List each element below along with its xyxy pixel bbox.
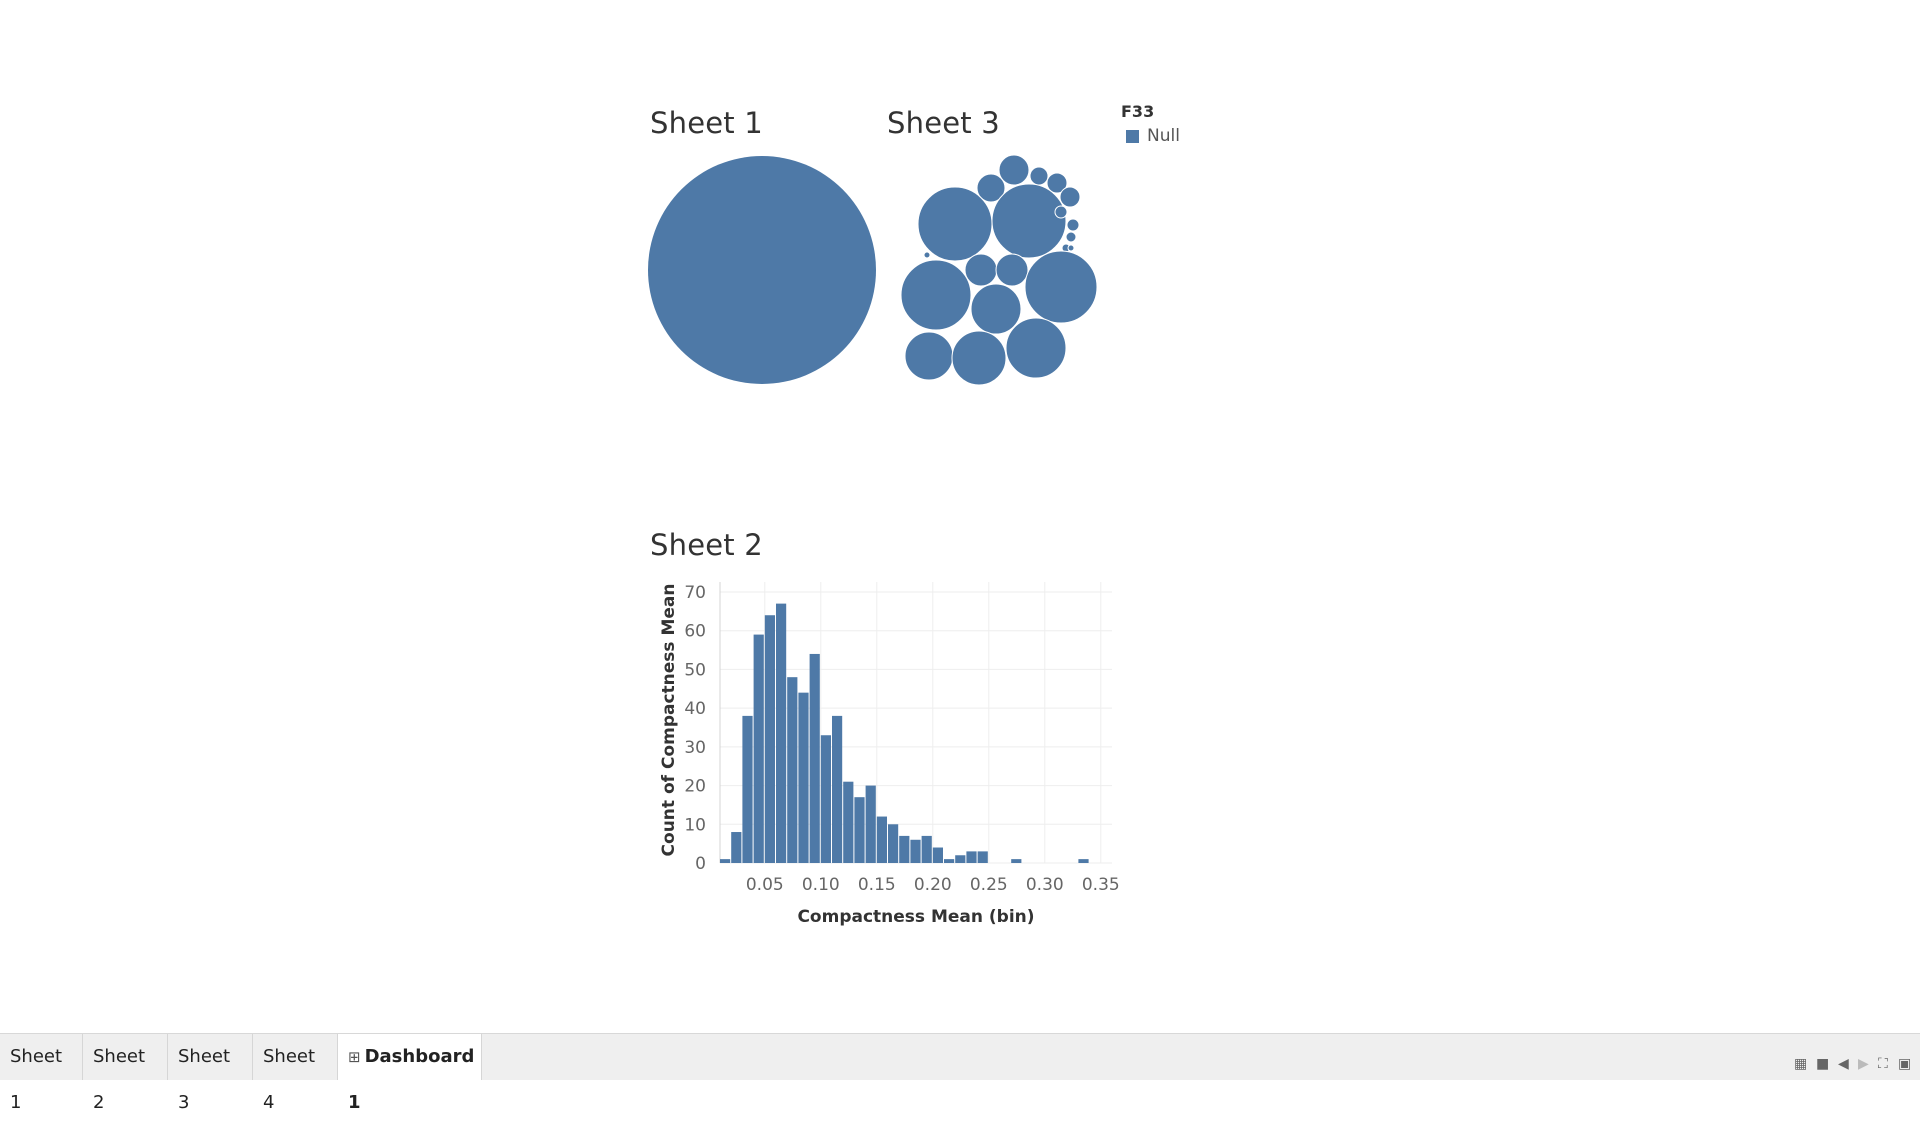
histogram-bar[interactable] [832, 715, 843, 863]
histogram-bar[interactable] [1011, 859, 1022, 863]
histogram-bar[interactable] [776, 603, 787, 863]
histogram-bar[interactable] [1078, 859, 1089, 863]
bubble-mark[interactable] [1029, 166, 1049, 186]
sheet1-bubble-chart[interactable] [640, 150, 880, 390]
bubble-mark[interactable] [991, 183, 1067, 259]
x-tick-label: 0.15 [858, 875, 896, 895]
bubble-mark[interactable] [900, 259, 972, 331]
histogram-bar[interactable] [955, 855, 966, 863]
legend-item-null[interactable]: Null [1126, 126, 1180, 146]
bubble-mark[interactable] [648, 156, 876, 384]
dashboard-grid-icon: ⊞ [348, 1048, 361, 1066]
histogram-bar[interactable] [876, 816, 887, 863]
histogram-bar[interactable] [977, 851, 988, 863]
legend-swatch [1126, 129, 1139, 143]
bubble-mark[interactable] [1067, 244, 1075, 252]
bubble-mark[interactable] [1005, 317, 1067, 379]
histogram-bar[interactable] [764, 615, 775, 863]
sheet1-title: Sheet 1 [650, 106, 763, 140]
bubble-mark[interactable] [1024, 250, 1098, 324]
bubble-mark[interactable] [976, 173, 1006, 203]
tab-dashboard-1[interactable]: ⊞ Dashboard 1 [338, 1033, 482, 1113]
histogram-bar[interactable] [820, 735, 831, 863]
y-tick-label: 10 [684, 815, 706, 835]
histogram-bar[interactable] [854, 797, 865, 863]
histogram-bar[interactable] [787, 677, 798, 863]
x-tick-label: 0.10 [802, 875, 840, 895]
y-tick-label: 70 [684, 583, 706, 603]
legend-title: F33 [1121, 102, 1155, 121]
y-tick-label: 30 [684, 738, 706, 758]
bubble-mark[interactable] [904, 331, 954, 381]
histogram-bar[interactable] [899, 835, 910, 863]
fit-screen-icon[interactable]: ⛶ [1878, 1056, 1888, 1072]
tab-sheet-4[interactable]: Sheet 4 [253, 1034, 338, 1113]
bubble-mark[interactable] [951, 330, 1007, 386]
prev-sheet-icon[interactable]: ◀ [1838, 1056, 1849, 1072]
histogram-bar[interactable] [742, 715, 753, 863]
legend-label: Null [1147, 126, 1180, 146]
histogram-bar[interactable] [809, 653, 820, 863]
bubble-mark[interactable] [970, 283, 1022, 335]
histogram-bar[interactable] [731, 832, 742, 863]
bubble-mark[interactable] [1046, 172, 1068, 194]
x-axis-title: Compactness Mean (bin) [797, 907, 1034, 927]
x-tick-label: 0.20 [914, 875, 952, 895]
show-sheets-icon[interactable]: ▦ [1794, 1056, 1808, 1072]
x-tick-label: 0.05 [746, 875, 784, 895]
sheet-tab-bar: Sheet 1 Sheet 2 Sheet 3 Sheet 4 ⊞ Dashboa… [0, 1033, 1920, 1113]
y-tick-label: 60 [684, 622, 706, 642]
histogram-bar[interactable] [753, 634, 764, 863]
bubble-mark[interactable] [1066, 218, 1080, 232]
histogram-bar[interactable] [888, 824, 899, 863]
x-tick-label: 0.30 [1026, 875, 1064, 895]
bubble-mark[interactable] [917, 186, 993, 262]
bubble-mark[interactable] [1059, 186, 1081, 208]
histogram-bar[interactable] [921, 835, 932, 863]
histogram-bar[interactable] [944, 859, 955, 863]
bubble-mark[interactable] [964, 253, 998, 287]
tab-sheet-3[interactable]: Sheet 3 [168, 1034, 253, 1113]
sheet2-title: Sheet 2 [650, 528, 763, 562]
histogram-bar[interactable] [932, 847, 943, 863]
next-sheet-icon[interactable]: ▶ [1858, 1056, 1869, 1072]
histogram-bar[interactable] [843, 781, 854, 863]
x-tick-label: 0.35 [1082, 875, 1120, 895]
histogram-bar[interactable] [910, 839, 921, 863]
y-tick-label: 20 [684, 777, 706, 797]
y-tick-label: 40 [684, 699, 706, 719]
y-tick-label: 50 [684, 660, 706, 680]
bubble-mark[interactable] [1065, 231, 1077, 243]
presentation-icon[interactable]: ▣ [1898, 1056, 1912, 1072]
sheet2-histogram[interactable]: 0 10 20 30 40 50 60 70 0.05 0.10 0.15 0.20 0.25 0.30 0… [640, 570, 1120, 940]
tab-sheet-1[interactable]: Sheet 1 [0, 1034, 83, 1113]
sheet3-bubble-chart[interactable] [890, 150, 1110, 390]
histogram-bar[interactable] [720, 859, 731, 863]
tab-sheet-2[interactable]: Sheet 2 [83, 1034, 168, 1113]
bubble-mark[interactable] [923, 251, 931, 259]
sheet3-title: Sheet 3 [887, 106, 1000, 140]
y-tick-label: 0 [695, 854, 706, 874]
bubble-mark[interactable] [1054, 205, 1068, 219]
histogram-bar[interactable] [966, 851, 977, 863]
y-axis-title: Count of Compactness Mean [659, 584, 679, 857]
bubble-mark[interactable] [995, 253, 1029, 287]
histogram-bar[interactable] [798, 692, 809, 863]
bubble-mark[interactable] [998, 154, 1030, 186]
histogram-bar[interactable] [865, 785, 876, 863]
filmstrip-icon[interactable]: ■ [1816, 1056, 1830, 1072]
x-tick-label: 0.25 [970, 875, 1008, 895]
